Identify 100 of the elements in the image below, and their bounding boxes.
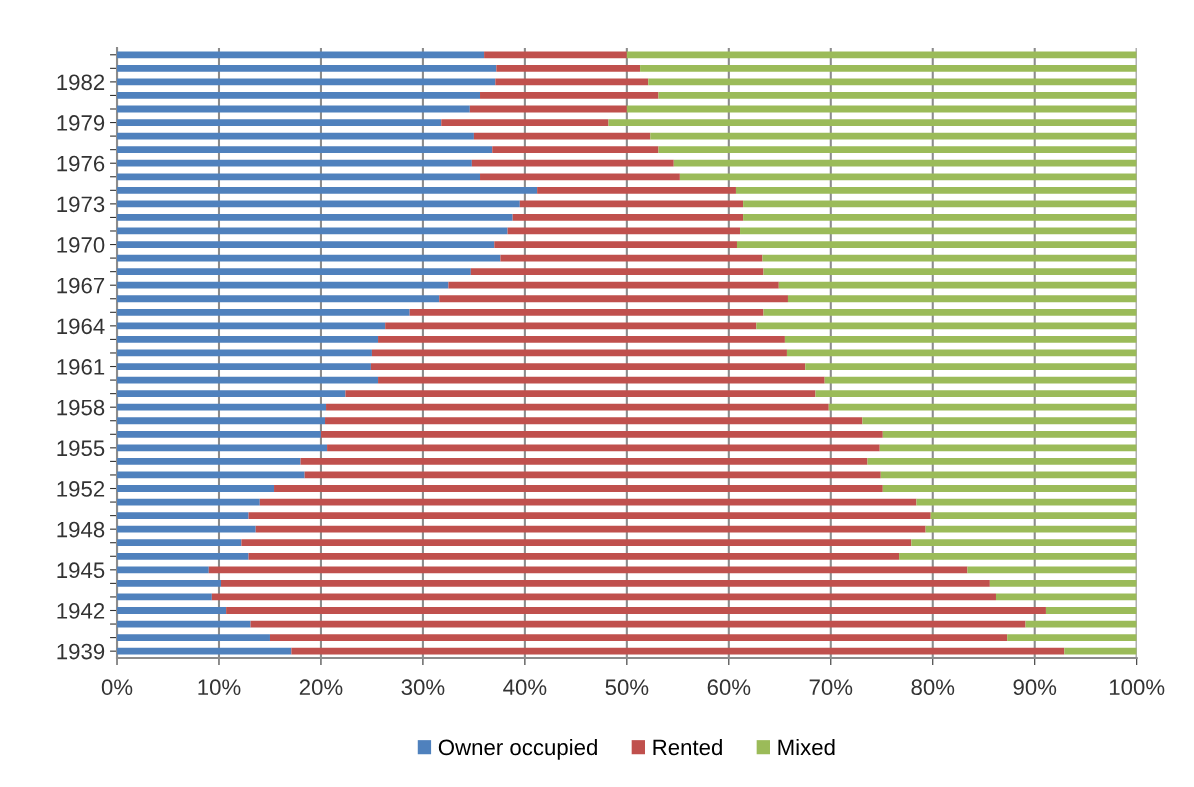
bar	[512, 214, 744, 221]
bar	[325, 417, 863, 425]
bar	[736, 241, 1137, 248]
bar	[117, 580, 222, 587]
bar	[345, 390, 816, 398]
bar	[117, 539, 242, 547]
bar	[439, 295, 788, 303]
bar	[117, 119, 442, 126]
bar	[255, 525, 926, 533]
bar	[300, 458, 868, 465]
bar	[911, 539, 1137, 547]
x-tick-label: 50%	[605, 679, 649, 696]
bar	[409, 308, 764, 316]
bar	[117, 566, 209, 574]
bar	[117, 92, 481, 99]
bar	[496, 64, 641, 72]
bar	[470, 268, 764, 276]
y-tick-label: 1982	[57, 74, 105, 91]
bar	[930, 512, 1137, 519]
x-tick-label: 100%	[1109, 679, 1165, 696]
bar	[117, 485, 275, 492]
bar	[815, 390, 1137, 398]
bar	[117, 214, 513, 221]
bar	[763, 308, 1137, 316]
bar	[1064, 647, 1137, 655]
bar	[385, 322, 757, 330]
bar	[208, 566, 968, 574]
x-tick-label: 30%	[401, 679, 445, 696]
y-tick-label: 1945	[57, 562, 105, 579]
bar	[117, 159, 472, 167]
bar	[117, 417, 326, 425]
bar	[989, 580, 1137, 587]
bar	[117, 525, 256, 533]
x-tick-label: 80%	[911, 679, 955, 696]
legend-label: Owner occupied	[438, 738, 597, 760]
bar	[787, 295, 1137, 303]
bar	[241, 539, 912, 547]
x-tick-label: 0%	[101, 679, 133, 696]
y-tick-label: 1970	[57, 237, 105, 253]
bar	[117, 634, 270, 641]
x-tick-label: 10%	[198, 679, 241, 696]
bar	[626, 51, 1137, 59]
bar	[370, 363, 806, 370]
bar	[248, 512, 931, 519]
bar	[828, 403, 1137, 411]
y-tick-label: 1967	[57, 277, 105, 294]
bar	[326, 403, 829, 411]
bar	[537, 186, 736, 194]
bar	[778, 281, 1137, 289]
bar	[492, 146, 659, 154]
bar	[117, 552, 249, 560]
bar	[862, 417, 1137, 425]
bar	[269, 634, 1008, 641]
bar	[805, 363, 1137, 370]
bar	[117, 64, 497, 72]
bar	[1045, 607, 1137, 614]
bar	[248, 552, 900, 560]
bar	[735, 186, 1137, 194]
bar	[867, 458, 1137, 465]
bar	[519, 200, 744, 208]
bar	[117, 647, 292, 655]
x-tick-label: 40%	[503, 679, 547, 696]
bar	[441, 119, 609, 126]
bar	[117, 430, 321, 438]
bar	[967, 566, 1137, 574]
bar	[117, 390, 346, 398]
bar	[117, 363, 371, 370]
bar	[882, 430, 1137, 438]
bar	[673, 159, 1137, 167]
bar	[658, 92, 1137, 99]
bar	[480, 173, 680, 181]
bar	[1007, 634, 1137, 641]
bar	[117, 51, 485, 59]
x-tick-label: 20%	[299, 679, 343, 696]
bar	[117, 336, 379, 343]
bar	[925, 525, 1137, 533]
bar	[784, 336, 1137, 343]
y-tick-label: 1955	[57, 440, 105, 457]
bar	[608, 119, 1137, 126]
x-tick-label: 90%	[1013, 679, 1057, 696]
y-tick-label: 1948	[57, 521, 105, 538]
bar	[117, 281, 449, 289]
x-tick-label: 70%	[809, 679, 853, 696]
bar	[763, 268, 1137, 276]
bar	[448, 281, 779, 289]
bar	[117, 200, 520, 208]
bar	[117, 146, 493, 154]
bar	[117, 295, 440, 303]
bar	[117, 173, 481, 181]
bar	[117, 322, 386, 330]
bar	[117, 308, 410, 316]
y-tick-label: 1979	[57, 115, 105, 131]
y-tick-label: 1958	[57, 399, 105, 416]
bar	[640, 64, 1137, 72]
bar	[484, 51, 627, 59]
bar	[117, 268, 471, 276]
bar	[679, 173, 1137, 181]
bar	[494, 241, 737, 248]
bar	[117, 512, 249, 519]
bar	[756, 322, 1137, 330]
